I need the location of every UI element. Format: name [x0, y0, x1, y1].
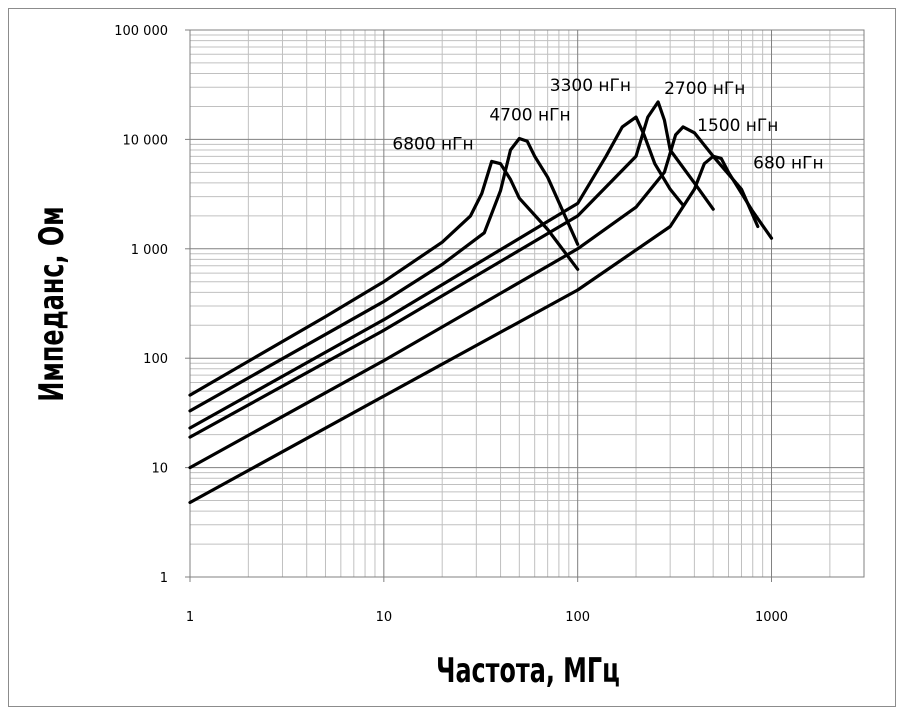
series-label: 680 нГн [753, 153, 823, 173]
series-labels: 6800 нГн 4700 нГн 3300 нГн 2700 нГн 1500 нГн… [392, 76, 823, 173]
y-axis-title: Импеданс, Ом [33, 206, 72, 401]
y-tick-label: 10 000 [123, 133, 169, 148]
y-tick-label: 1 [160, 571, 168, 586]
y-tick-labels: 1 10 100 1 000 10 000 100 000 [114, 24, 168, 586]
series-line [188, 100, 715, 439]
series-label: 3300 нГн [550, 76, 631, 96]
minor-grid [190, 30, 865, 577]
plot-area-border [189, 29, 865, 578]
x-tick-label: 100 [565, 610, 590, 625]
series-label: 2700 нГн [664, 79, 745, 99]
series-label: 1500 нГн [697, 116, 778, 136]
y-tick-label: 100 000 [114, 24, 168, 39]
x-tick-label: 1000 [755, 610, 788, 625]
x-tick-label: 10 [376, 610, 393, 625]
axis-lines [185, 29, 865, 582]
series-label: 4700 нГн [489, 105, 570, 125]
y-tick-label: 10 [151, 462, 168, 477]
x-tick-labels: 1 10 100 1000 [186, 610, 788, 625]
x-axis-title: Частота, МГц [436, 652, 620, 691]
series-line [188, 159, 580, 397]
series-label: 6800 нГн [392, 134, 473, 154]
series-line [188, 154, 774, 505]
series-lines [188, 100, 774, 505]
x-tick-label: 1 [186, 610, 194, 625]
series-line [188, 125, 760, 470]
chart-frame [8, 8, 896, 707]
y-tick-label: 1 000 [131, 243, 168, 258]
series-line [188, 136, 580, 413]
y-tick-label: 100 [143, 352, 168, 367]
